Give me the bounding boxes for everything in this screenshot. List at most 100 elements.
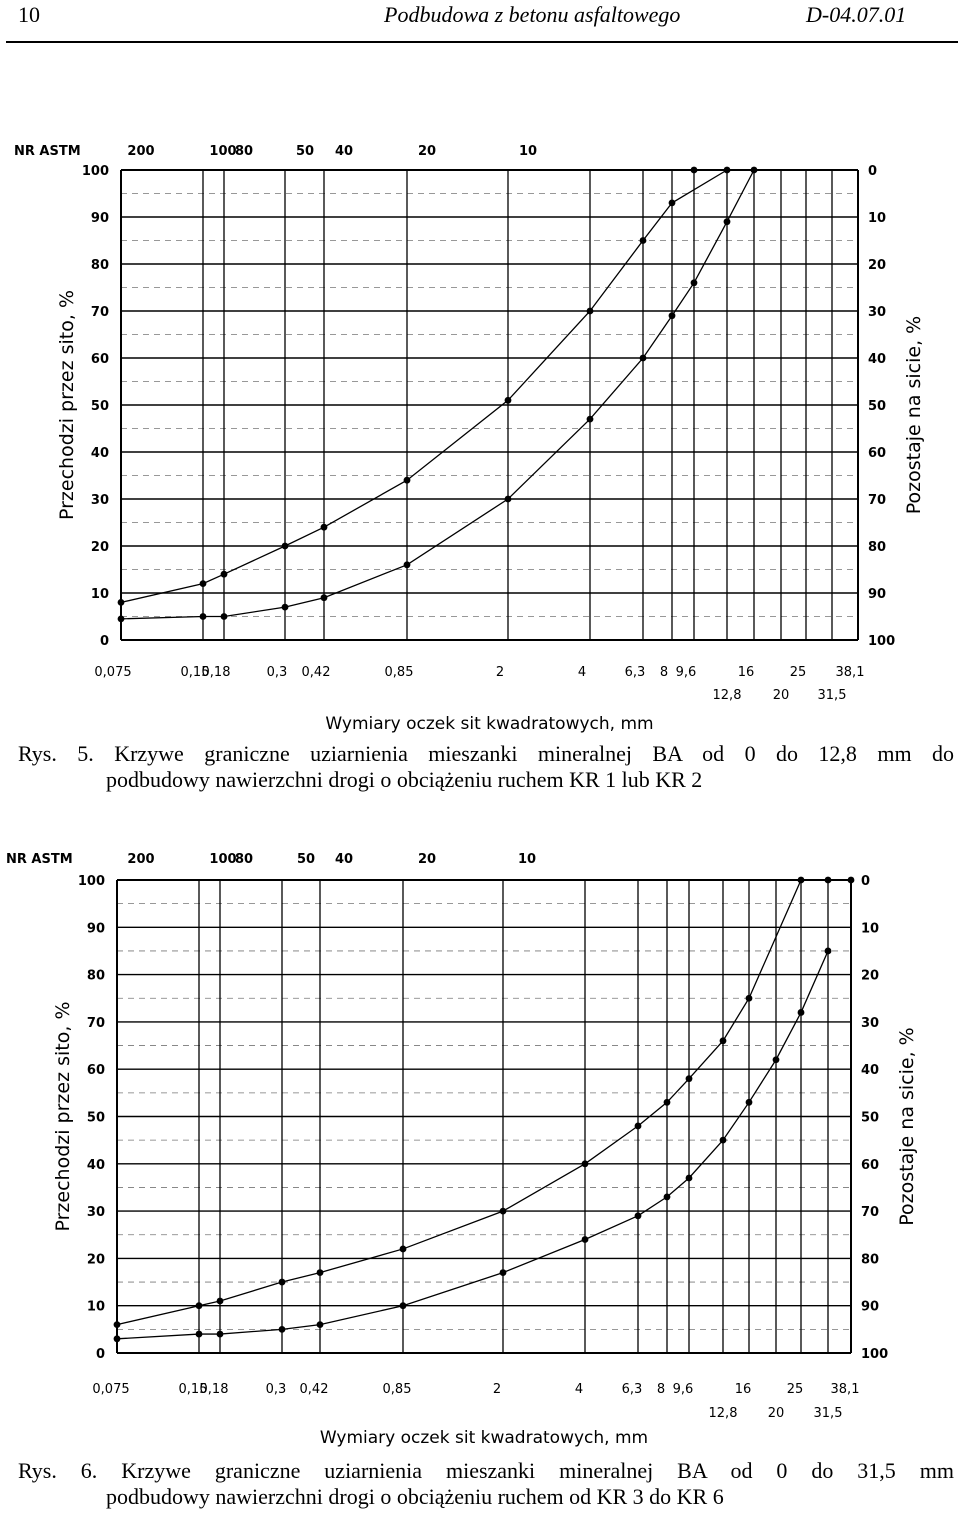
data-point <box>504 495 512 503</box>
x-tick-label: 4 <box>578 665 586 680</box>
y-tick-label-left: 40 <box>87 1158 105 1173</box>
x-axis-title: Wymiary oczek sit kwadratowych, mm <box>320 1428 648 1448</box>
astm-label: NR ASTM <box>14 144 81 159</box>
x-tick-label: 0,42 <box>300 1382 329 1397</box>
caption-line: podbudowy nawierzchni drogi o obciążeniu… <box>106 1484 724 1509</box>
x-tick-label-lower: 31,5 <box>814 1406 843 1421</box>
data-point <box>278 1278 286 1286</box>
y-tick-label-left: 0 <box>96 1347 105 1362</box>
y-tick-label-left: 50 <box>87 1111 105 1126</box>
data-point <box>399 1245 407 1253</box>
y-tick-label-right: 70 <box>868 493 886 508</box>
x-tick-label-lower: 12,8 <box>713 688 742 703</box>
page-header: 10 Podbudowa z betonu asfaltowego D-04.0… <box>0 0 960 46</box>
data-point <box>504 396 512 404</box>
data-point <box>723 166 731 174</box>
y-tick-label-right: 80 <box>861 1252 879 1267</box>
x-tick-label: 9,6 <box>676 665 697 680</box>
figure-1-caption: Rys. 5. Krzywe graniczne uziarnienia mie… <box>18 741 954 793</box>
data-point <box>750 166 758 174</box>
y-axis-title-left: Przechodzi przez sito, % <box>56 290 78 520</box>
astm-tick-label: 40 <box>335 144 353 159</box>
data-point <box>581 1236 589 1243</box>
x-tick-label: 16 <box>735 1382 752 1397</box>
data-point <box>403 476 411 484</box>
x-tick-label: 0,3 <box>267 665 288 680</box>
astm-tick-label: 20 <box>418 144 436 159</box>
y-tick-label-right: 10 <box>868 211 886 226</box>
data-point <box>685 1075 693 1083</box>
data-point <box>399 1302 407 1310</box>
y-tick-label-right: 80 <box>868 540 886 555</box>
x-tick-label: 0,075 <box>92 1382 129 1397</box>
x-tick-label: 0,15 <box>179 1382 208 1397</box>
x-tick-label: 9,6 <box>673 1382 694 1397</box>
data-point <box>581 1160 589 1168</box>
data-point <box>824 947 832 955</box>
y-tick-label-right: 10 <box>861 921 879 936</box>
x-tick-label: 4 <box>575 1382 583 1397</box>
x-tick-label-lower: 31,5 <box>818 688 847 703</box>
astm-tick-label: 50 <box>296 144 314 159</box>
data-point <box>586 415 594 423</box>
data-point <box>797 1009 805 1016</box>
y-tick-label-right: 50 <box>868 399 886 414</box>
data-point <box>690 166 698 174</box>
data-point <box>499 1269 507 1276</box>
caption-line: Rys. 6. Krzywe graniczne uziarnienia mie… <box>18 1458 954 1483</box>
data-point <box>316 1269 324 1276</box>
y-tick-label-left: 90 <box>91 211 109 226</box>
data-point <box>639 237 647 244</box>
x-tick-label: 0,15 <box>181 665 210 680</box>
data-point <box>199 613 207 620</box>
y-tick-label-right: 50 <box>861 1111 879 1126</box>
data-point <box>668 312 676 320</box>
y-tick-label-right: 60 <box>868 446 886 461</box>
data-point <box>586 307 594 315</box>
y-tick-label-right: 90 <box>861 1300 879 1315</box>
data-point <box>216 1297 224 1305</box>
x-tick-label: 16 <box>738 665 755 680</box>
y-axis-title-right: Pozostaje na sicie, % <box>903 316 925 514</box>
y-tick-label-left: 70 <box>91 305 109 320</box>
y-axis-title-left: Przechodzi przez sito, % <box>52 1002 74 1232</box>
x-tick-label: 6,3 <box>622 1382 643 1397</box>
grading-curve <box>120 169 728 604</box>
data-point <box>639 354 647 362</box>
x-tick-label: 38,1 <box>836 665 865 680</box>
data-point <box>113 1335 121 1343</box>
grading-curve <box>116 879 802 1326</box>
x-tick-label-lower: 20 <box>773 688 790 703</box>
data-point <box>668 199 676 207</box>
x-axis-title: Wymiary oczek sit kwadratowych, mm <box>325 714 653 734</box>
astm-tick-label: 40 <box>335 852 353 867</box>
y-tick-label-left: 10 <box>91 587 109 602</box>
data-point <box>663 1098 671 1106</box>
y-tick-label-right: 90 <box>868 587 886 602</box>
x-tick-label: 0,42 <box>302 665 331 680</box>
document-code: D-04.07.01 <box>806 2 907 27</box>
astm-tick-label: 80 <box>235 144 253 159</box>
y-tick-label-left: 60 <box>87 1063 105 1078</box>
data-point <box>719 1136 727 1144</box>
data-point <box>117 615 125 623</box>
data-point <box>320 594 328 602</box>
y-tick-label-left: 30 <box>87 1205 105 1220</box>
astm-tick-label: 200 <box>127 852 154 867</box>
y-tick-label-right: 40 <box>861 1063 879 1078</box>
data-point <box>723 218 731 226</box>
x-tick-label: 0,075 <box>94 665 131 680</box>
data-point <box>216 1330 224 1338</box>
x-tick-label: 25 <box>790 665 807 680</box>
figure-2-caption: Rys. 6. Krzywe graniczne uziarnienia mie… <box>18 1458 954 1510</box>
data-point <box>824 876 832 884</box>
y-tick-label-left: 90 <box>87 921 105 936</box>
data-point <box>685 1174 693 1182</box>
y-tick-label-right: 70 <box>861 1205 879 1220</box>
y-tick-label-right: 40 <box>868 352 886 367</box>
astm-tick-label: 80 <box>235 852 253 867</box>
y-tick-label-right: 100 <box>861 1347 888 1362</box>
y-tick-label-left: 100 <box>82 164 109 179</box>
